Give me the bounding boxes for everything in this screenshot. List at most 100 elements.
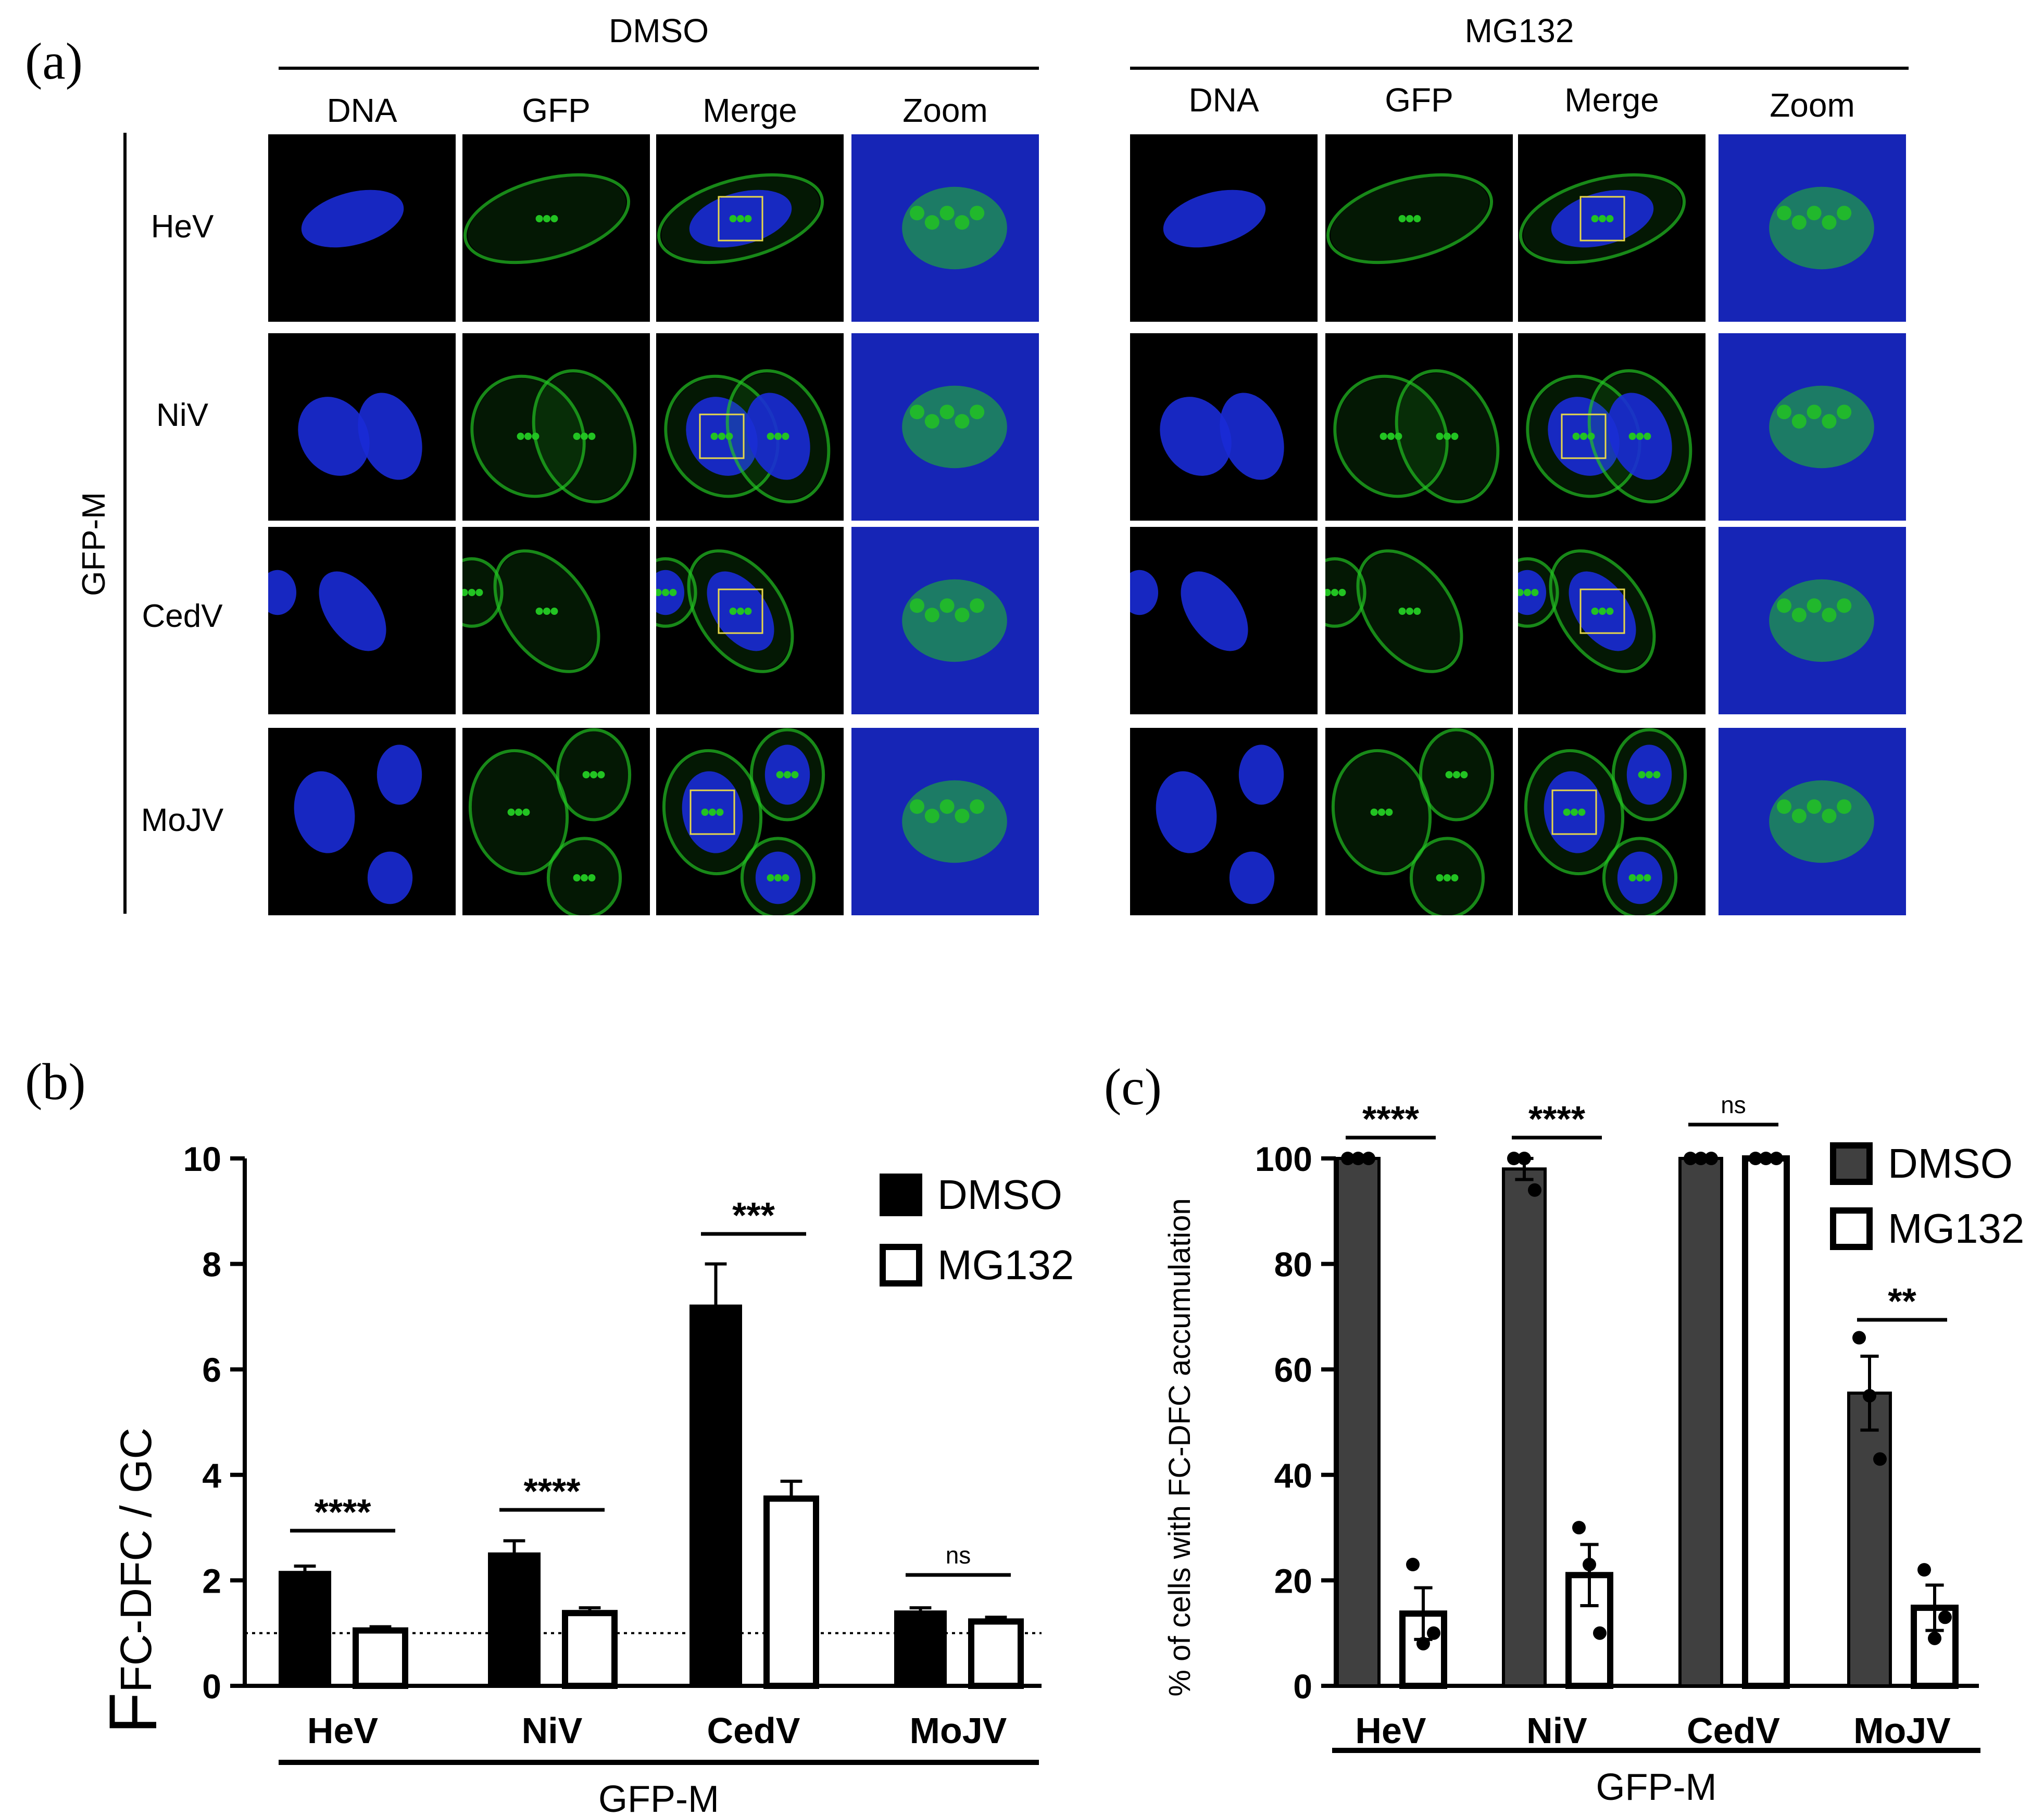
micrograph-mojv-gfp-dmso: [462, 728, 650, 915]
group-rule-dmso: [279, 67, 1039, 70]
micrograph-hev-merge-mg132: [1518, 134, 1706, 322]
bar: [562, 1610, 618, 1689]
data-point: [1427, 1626, 1440, 1640]
significance-label: ***: [732, 1195, 775, 1235]
data-point: [1704, 1152, 1718, 1165]
row-label-mojv: MoJV: [141, 802, 224, 838]
row-label-hev: HeV: [151, 209, 214, 245]
micrograph-cedv-gfp-dmso: [462, 527, 650, 714]
micrograph-mojv-dna-dmso: [268, 728, 456, 915]
y-tick-label: 10: [183, 1140, 221, 1178]
data-point: [1572, 1521, 1586, 1535]
y-tick-label: 4: [202, 1456, 221, 1495]
bar: [1847, 1391, 1892, 1687]
y-axis-label-main: F: [95, 1693, 171, 1734]
data-point: [1928, 1631, 1941, 1645]
micrograph-hev-merge-dmso: [656, 134, 844, 322]
legend-label: MG132: [1888, 1205, 2024, 1252]
y-tick-label: 40: [1274, 1456, 1312, 1495]
significance-label: ****: [1362, 1099, 1420, 1139]
data-point: [1416, 1636, 1430, 1650]
side-label-gfp-m: GFP-M: [76, 492, 112, 596]
col-header-gfp-dmso: GFP: [522, 92, 591, 129]
legend-label: DMSO: [1888, 1140, 2013, 1187]
bar: [689, 1304, 742, 1687]
micrograph-niv-merge-dmso: [656, 333, 844, 521]
data-point: [1863, 1389, 1876, 1403]
micrograph-niv-gfp-dmso: [462, 333, 650, 521]
data-point: [1593, 1626, 1607, 1640]
micrograph-cedv-dna-dmso: [268, 527, 456, 714]
micrograph-cedv-merge-dmso: [656, 527, 844, 714]
bar: [488, 1552, 541, 1687]
row-label-cedv: CedV: [142, 598, 223, 634]
y-axis-label: % of cells with FC-DFC accumulation: [1163, 1198, 1197, 1696]
micrograph-cedv-zoom-dmso: [851, 527, 1039, 714]
col-header-merge-dmso: Merge: [703, 92, 797, 129]
micrograph-niv-zoom-mg132: [1719, 333, 1906, 521]
group-title-dmso: DMSO: [609, 12, 709, 49]
micrograph-cedv-gfp-mg132: [1325, 527, 1513, 714]
micrograph-cedv-dna-mg132: [1130, 527, 1318, 714]
col-header-gfp-mg132: GFP: [1385, 81, 1453, 119]
group-rule-mg132: [1130, 67, 1909, 70]
data-point: [1507, 1152, 1521, 1165]
micrograph-hev-gfp-mg132: [1325, 134, 1513, 322]
data-point: [1583, 1558, 1596, 1572]
data-point: [1528, 1183, 1541, 1197]
micrograph-niv-dna-mg132: [1130, 333, 1318, 521]
significance-label: ****: [315, 1492, 372, 1532]
legend-swatch: [880, 1244, 922, 1287]
x-category-label: MoJV: [910, 1710, 1007, 1751]
significance-label: **: [1888, 1281, 1916, 1321]
significance-label: ns: [946, 1542, 971, 1569]
bar: [968, 1618, 1024, 1689]
data-point: [1917, 1563, 1931, 1577]
col-header-zoom-mg132: Zoom: [1770, 86, 1855, 124]
micrograph-hev-dna-mg132: [1130, 134, 1318, 322]
col-header-zoom-dmso: Zoom: [902, 92, 988, 129]
legend-label: MG132: [937, 1242, 1074, 1288]
bar: [763, 1495, 819, 1689]
micrograph-niv-zoom-dmso: [851, 333, 1039, 521]
data-point: [1351, 1152, 1365, 1165]
bar: [353, 1627, 408, 1689]
y-tick-label: 2: [202, 1561, 221, 1600]
bar: [1502, 1167, 1547, 1687]
row-label-niv: NiV: [156, 397, 208, 433]
y-tick-label: 100: [1255, 1140, 1312, 1178]
x-axis-label: GFP-M: [1596, 1767, 1717, 1808]
micrograph-mojv-dna-mg132: [1130, 728, 1318, 915]
bar: [1336, 1157, 1381, 1687]
data-point: [1938, 1610, 1952, 1624]
bar: [1678, 1157, 1723, 1687]
side-rule: [123, 133, 127, 914]
y-tick-label: 80: [1274, 1245, 1312, 1284]
x-category-label: MoJV: [1853, 1710, 1951, 1751]
x-category-label: NiV: [1526, 1710, 1587, 1751]
y-tick-label: 60: [1274, 1351, 1312, 1389]
micrograph-niv-dna-dmso: [268, 333, 456, 521]
y-tick-label: 0: [202, 1667, 221, 1706]
micrograph-cedv-merge-mg132: [1518, 527, 1706, 714]
legend-swatch: [1830, 1207, 1873, 1250]
micrograph-mojv-merge-dmso: [656, 728, 844, 915]
micrograph-mojv-merge-mg132: [1518, 728, 1706, 915]
micrograph-cedv-zoom-mg132: [1719, 527, 1906, 714]
panel-b-letter: (b): [25, 1053, 86, 1111]
micrograph-mojv-gfp-mg132: [1325, 728, 1513, 915]
y-tick-label: 6: [202, 1351, 221, 1389]
micrograph-hev-gfp-dmso: [462, 134, 650, 322]
panel-c-letter: (c): [1104, 1058, 1162, 1116]
legend-swatch: [880, 1174, 922, 1216]
x-axis-label: GFP-M: [598, 1779, 719, 1816]
bar: [279, 1571, 331, 1688]
data-point: [1341, 1152, 1355, 1165]
significance-label: ns: [1721, 1091, 1746, 1118]
data-point: [1852, 1331, 1866, 1345]
data-point: [1518, 1152, 1531, 1165]
micrograph-hev-zoom-dmso: [851, 134, 1039, 322]
col-header-merge-mg132: Merge: [1564, 81, 1659, 119]
x-category-label: CedV: [707, 1710, 800, 1751]
legend-swatch: [1830, 1142, 1873, 1185]
